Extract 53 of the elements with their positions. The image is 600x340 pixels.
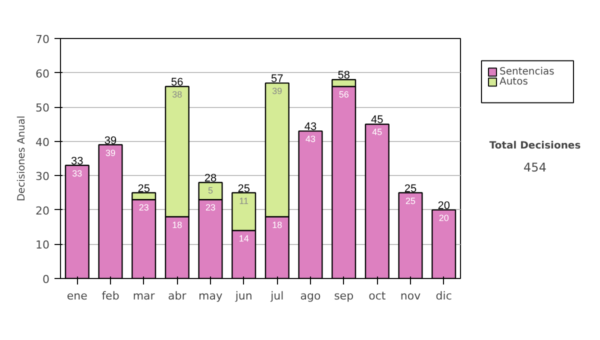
total-label: 25 bbox=[138, 182, 150, 195]
y-tick-label: 70 bbox=[36, 33, 50, 46]
total-label: 20 bbox=[438, 200, 450, 212]
data-label: 33 bbox=[72, 168, 82, 178]
y-tick-label: 40 bbox=[36, 136, 50, 149]
data-label: 5 bbox=[208, 186, 214, 196]
data-label: 39 bbox=[272, 86, 282, 96]
y-tick-label: 0 bbox=[42, 273, 50, 286]
total-label: 57 bbox=[271, 73, 284, 86]
data-label: 11 bbox=[239, 196, 249, 206]
data-label: 23 bbox=[138, 202, 149, 213]
data-label: 20 bbox=[438, 212, 449, 223]
x-tick-label: sep bbox=[334, 290, 354, 302]
total-label: 45 bbox=[371, 114, 384, 126]
total-label: 33 bbox=[71, 155, 84, 168]
legend-label: Sentencias bbox=[500, 66, 554, 78]
data-label: 23 bbox=[205, 202, 216, 213]
data-label: 43 bbox=[305, 134, 316, 144]
text: Total Decisiones bbox=[489, 140, 581, 152]
x-tick-label: jul bbox=[270, 290, 284, 302]
x-tick-label: ago bbox=[300, 290, 321, 302]
x-tick-label: ene bbox=[66, 290, 88, 302]
x-tick-label: oct bbox=[368, 290, 386, 302]
y-tick-label: 50 bbox=[36, 102, 50, 115]
total-label: 39 bbox=[104, 134, 117, 147]
x-tick-label: feb bbox=[102, 290, 120, 302]
total-label: 56 bbox=[171, 76, 184, 88]
data-label: 18 bbox=[272, 220, 282, 230]
x-tick-label: abr bbox=[168, 290, 187, 302]
x-tick-label: nov bbox=[400, 290, 422, 302]
x-tick-label: dic bbox=[436, 290, 452, 302]
total-label: 25 bbox=[238, 182, 250, 195]
text: 454 bbox=[524, 160, 546, 174]
data-label: 56 bbox=[338, 90, 349, 100]
y-tick-label: 10 bbox=[36, 238, 50, 252]
total-label: 25 bbox=[404, 182, 417, 195]
x-tick-label: mar bbox=[132, 290, 156, 302]
y-tick-label: 60 bbox=[36, 67, 50, 80]
data-label: 45 bbox=[372, 127, 382, 138]
data-label: 14 bbox=[238, 234, 249, 244]
y-tick-label: 20 bbox=[36, 204, 50, 218]
data-label: 38 bbox=[172, 90, 182, 100]
total-label: 43 bbox=[304, 121, 317, 134]
total-label: 28 bbox=[204, 172, 217, 184]
data-label: 18 bbox=[172, 220, 182, 230]
data-label: 25 bbox=[405, 196, 416, 206]
x-tick-label: may bbox=[198, 290, 223, 302]
x-tick-label: jun bbox=[234, 290, 252, 302]
y-tick-label: 30 bbox=[36, 170, 50, 184]
legend-label: Autos bbox=[500, 76, 528, 88]
data-label: 39 bbox=[105, 148, 116, 158]
y-axis-title: Decisiones Anual bbox=[16, 116, 28, 202]
total-label: 58 bbox=[338, 70, 350, 82]
